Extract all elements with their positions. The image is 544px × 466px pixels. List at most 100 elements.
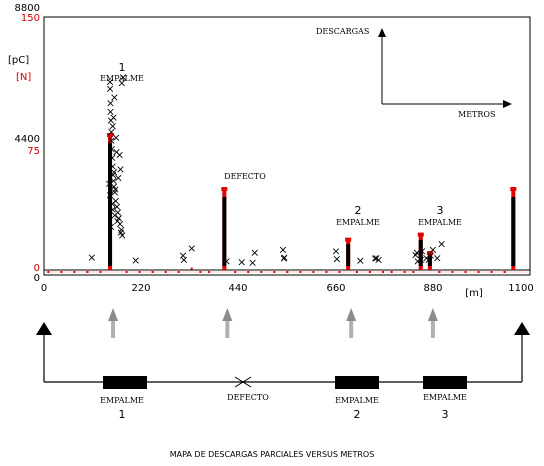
annotation-number: 2 <box>355 204 362 217</box>
discharge-point <box>107 108 114 115</box>
discharge-point-stroke <box>107 100 114 107</box>
discharge-point <box>107 100 114 107</box>
baseline-point <box>138 271 141 273</box>
x-tick-660: 660 <box>326 283 345 294</box>
discharge-point-stroke <box>109 206 116 213</box>
baseline-point <box>477 271 480 273</box>
y-unit-pc: [pC] <box>8 55 29 66</box>
baseline-point <box>312 271 315 273</box>
baseline-point <box>60 271 63 273</box>
discharge-bar-cap <box>426 251 433 256</box>
discharge-point <box>113 134 120 141</box>
discharge-point <box>109 154 116 161</box>
discharge-point <box>180 256 188 264</box>
baseline-point <box>438 271 441 273</box>
discharge-point-stroke <box>414 258 421 265</box>
discharge-point <box>332 248 340 255</box>
baseline-point <box>325 271 328 273</box>
discharge-point-stroke <box>333 255 341 263</box>
data-marks <box>47 74 517 273</box>
legend-horizontal-arrow-icon <box>503 100 512 108</box>
schematic-num-1: 1 <box>119 408 126 421</box>
plot-frame <box>43 16 531 276</box>
discharge-point-stroke <box>114 218 121 225</box>
discharge-point-stroke <box>132 257 139 264</box>
pointer-arrow-head <box>222 308 233 321</box>
pointer-arrow-shaft <box>349 320 354 338</box>
discharge-point-stroke <box>106 85 114 92</box>
discharge-point <box>429 246 437 253</box>
discharge-point-stroke <box>357 257 364 264</box>
discharge-point <box>118 80 125 87</box>
schematic-label-1: EMPALME <box>100 396 144 405</box>
y-tick-pc-mid: 4400 <box>15 134 40 145</box>
annotation-label: DEFECTO <box>224 172 266 181</box>
baseline-point <box>260 271 263 273</box>
y-tick-pc-bottom: 0 <box>34 273 40 284</box>
baseline-point <box>490 271 493 273</box>
discharge-bar <box>510 187 517 270</box>
discharge-point <box>414 258 421 265</box>
baseline-point <box>299 271 302 273</box>
discharge-point <box>417 256 424 264</box>
baseline-point <box>199 271 202 273</box>
pointer-arrow-shaft <box>111 320 116 338</box>
discharge-point <box>110 114 117 121</box>
discharge-point <box>110 169 118 176</box>
discharge-point <box>113 149 120 156</box>
discharge-bar-cap <box>345 237 352 242</box>
baseline-point <box>503 271 506 273</box>
schematic-num-2: 2 <box>354 408 361 421</box>
discharge-point <box>113 203 121 210</box>
pointer-arrow-icon <box>346 308 357 338</box>
discharge-point-stroke <box>107 223 115 230</box>
discharge-point-stroke <box>113 149 120 156</box>
annotation-label: EMPALME <box>336 218 380 227</box>
discharge-point-stroke <box>117 166 124 173</box>
discharge-point-stroke <box>188 245 195 252</box>
annotation-label: EMPALME <box>418 218 462 227</box>
discharge-point-stroke <box>116 151 123 159</box>
discharge-point <box>117 229 125 236</box>
discharge-bar <box>221 187 228 270</box>
discharge-point-stroke <box>88 254 95 261</box>
schematic-label-2: EMPALME <box>335 396 379 405</box>
discharge-point <box>427 252 434 259</box>
baseline-point <box>412 271 415 273</box>
discharge-point <box>111 94 118 101</box>
pointer-arrow-head <box>108 308 119 321</box>
pointer-arrow-icon <box>108 308 119 338</box>
discharge-point-stroke <box>110 169 118 176</box>
discharge-point-stroke <box>281 254 288 261</box>
discharge-point-stroke <box>113 203 121 210</box>
baseline-point <box>73 271 76 273</box>
y-tick-n-bottom: 0 <box>34 263 40 274</box>
baseline-point <box>403 271 406 273</box>
discharge-bar-black <box>222 197 227 266</box>
discharge-point <box>357 257 364 264</box>
baseline-point <box>190 267 193 270</box>
baseline-point <box>125 271 128 273</box>
discharge-bar <box>107 133 114 270</box>
x-tick-1100: 1100 <box>508 283 533 294</box>
discharge-point <box>106 192 114 199</box>
discharge-point <box>251 249 258 256</box>
discharge-bar-black <box>346 244 351 266</box>
discharge-point-stroke <box>117 229 125 236</box>
discharge-point <box>425 256 432 264</box>
discharge-point <box>109 123 116 130</box>
discharge-point-stroke <box>107 108 114 115</box>
baseline-point <box>47 271 50 273</box>
discharge-point-stroke <box>106 180 113 187</box>
discharge-point-stroke <box>115 174 122 182</box>
discharge-point <box>106 85 114 92</box>
baseline-point <box>99 271 102 273</box>
discharge-point-stroke <box>251 249 258 256</box>
pointer-arrow-shaft <box>225 320 230 338</box>
discharge-bar-cap <box>221 187 228 192</box>
discharge-bar-cap <box>510 187 517 192</box>
discharge-point <box>107 223 115 230</box>
discharge-point <box>106 78 114 86</box>
baseline-point <box>208 271 211 273</box>
